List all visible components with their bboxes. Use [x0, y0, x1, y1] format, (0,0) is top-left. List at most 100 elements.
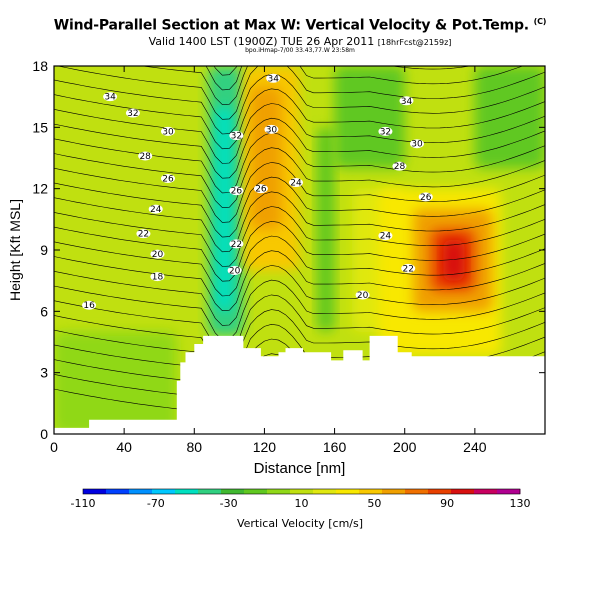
isentrope	[54, 265, 545, 326]
isentrope	[54, 73, 545, 135]
isentrope-label-bg	[150, 272, 165, 282]
isentrope	[54, 117, 545, 179]
isentrope-label: 22	[229, 239, 244, 250]
isentrope-label-text: 22	[402, 264, 413, 274]
colorbar-segment	[428, 489, 452, 494]
isentrope-label: 32	[125, 108, 140, 119]
w-field-region	[317, 127, 335, 332]
isentrope-label: 28	[138, 151, 153, 162]
isentrope-label-bg	[125, 108, 140, 118]
isentrope	[54, 176, 545, 238]
w-field-region	[250, 86, 282, 230]
colorbar-segment	[405, 489, 429, 494]
isentrope-label: 26	[160, 173, 175, 184]
isentrope-label: 32	[378, 126, 393, 137]
isentrope-labels: 3432302826242220181632262220343026243432…	[82, 73, 433, 311]
isentrope-label: 30	[264, 124, 279, 135]
isentrope-label-text: 30	[266, 125, 278, 135]
axes: 0 40 80 120 160 200 240 0 3 6 9 12 15 18 Distance [nm]…	[7, 58, 545, 477]
isentrope-label-text: 26	[255, 185, 267, 195]
isentrope-label: 16	[82, 300, 97, 311]
colorbar-tick-label: 130	[510, 497, 531, 510]
isentrope-label: 24	[288, 178, 303, 189]
isentrope-label-bg	[378, 231, 393, 241]
chart-subtitle: Valid 1400 LST (1900Z) TUE 26 Apr 2011 […	[0, 35, 600, 48]
isentrope-label-text: 22	[138, 230, 149, 240]
w-field-region	[474, 66, 545, 169]
chart-title-mark: (C)	[533, 17, 547, 26]
isentrope-label: 20	[150, 249, 165, 260]
isentrope-label-text: 24	[290, 179, 302, 189]
x-tick-label: 160	[323, 439, 347, 455]
y-tick-label: 0	[40, 426, 48, 442]
colorbar-segment	[175, 489, 199, 494]
isentrope-label: 32	[229, 131, 244, 142]
isentrope-label-bg	[378, 126, 393, 136]
isentrope-label: 22	[136, 229, 151, 240]
isentrope-label-text: 22	[231, 240, 242, 250]
colorbar-segment	[221, 489, 245, 494]
isentrope-label-text: 20	[152, 250, 164, 260]
colorbar-tick-label: 90	[440, 497, 454, 510]
isentrope-label-bg	[229, 131, 244, 141]
isentrope-label-text: 16	[83, 301, 95, 311]
isentrope	[54, 191, 545, 253]
isentrope-label-bg	[229, 186, 244, 196]
y-tick-label: 6	[40, 303, 48, 319]
isentrope-label-text: 34	[267, 74, 279, 84]
y-tick-label: 18	[32, 58, 48, 74]
isentrope-label-bg	[264, 124, 279, 134]
isentrope-label-text: 30	[411, 140, 423, 150]
w-field-region	[54, 331, 177, 434]
isentrope-label: 28	[392, 161, 407, 172]
isentrope	[205, 66, 472, 91]
isentrope	[54, 220, 545, 282]
isentrope-label: 24	[378, 231, 393, 242]
isentrope-label-bg	[399, 96, 414, 106]
colorbar-tick-label: -30	[220, 497, 238, 510]
x-tick-label: 0	[50, 439, 58, 455]
isentrope	[56, 66, 545, 120]
isentrope-label-bg	[253, 184, 268, 194]
isentrope	[54, 147, 545, 208]
w-field-region	[334, 66, 405, 169]
isentrope-label-bg	[227, 265, 242, 275]
isentrope	[54, 309, 545, 370]
isentrope-label-text: 34	[401, 97, 413, 107]
isentrope-label-bg	[355, 290, 370, 300]
isentrope-label: 34	[103, 92, 118, 103]
isentrope-label-text: 34	[104, 93, 116, 103]
isentrope-label-text: 20	[229, 266, 241, 276]
colorbar-frame	[82, 488, 521, 495]
isentrope-label: 24	[148, 204, 163, 215]
isentrope	[54, 132, 545, 194]
x-tick-label: 80	[186, 439, 202, 455]
isentrope	[54, 235, 545, 297]
isentrope-label-bg	[150, 249, 165, 259]
isentrope-label: 26	[418, 192, 433, 203]
chart-subtitle-text: Valid 1400 LST (1900Z) TUE 26 Apr 2011	[148, 35, 375, 48]
isentrope-label: 18	[150, 272, 165, 283]
isentrope-label-text: 18	[152, 273, 164, 283]
chart-title-text: Wind-Parallel Section at Max W: Vertical…	[53, 17, 529, 34]
isentrope-label-bg	[82, 300, 97, 310]
isentrope-label-text: 24	[380, 232, 392, 242]
isentrope-label-text: 28	[394, 162, 406, 172]
colorbar-tick-label: -70	[147, 497, 165, 510]
chart-subtitle-note: [18hrFcst@2159z]	[377, 38, 452, 47]
isentrope-label-text: 26	[162, 174, 174, 184]
colorbar-segment	[267, 489, 291, 494]
isentrope-label-text: 24	[150, 205, 162, 215]
isentrope-label-bg	[288, 178, 303, 188]
isentrope-label-text: 32	[231, 132, 242, 142]
colorbar-segment	[313, 489, 337, 494]
colorbar-segment	[83, 489, 107, 494]
isentrope	[54, 206, 545, 267]
isentrope-label-bg	[401, 263, 416, 273]
isentrope-label-bg	[148, 204, 163, 214]
colorbar: -110 -70 -30 10 50 90 130	[71, 488, 531, 510]
terrain-layer	[54, 335, 545, 434]
terrain	[54, 335, 545, 434]
colorbar-label: Vertical Velocity [cm/s]	[236, 517, 364, 530]
